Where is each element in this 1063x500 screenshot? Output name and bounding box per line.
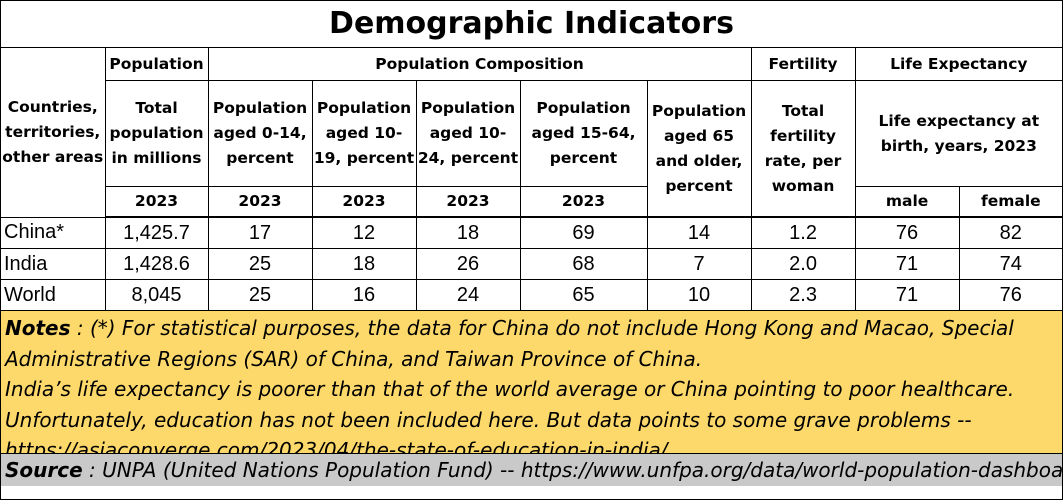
source-label: Source	[5, 458, 83, 482]
table-row: India 1,428.6 25 18 26 68 7 2.0 71 74	[1, 248, 1063, 280]
cell-value: 1.2	[750, 216, 856, 249]
cell-value: 25	[207, 248, 313, 280]
col-aged-65-older: Population aged 65 and older, percent	[646, 80, 752, 218]
group-fertility: Fertility	[750, 48, 856, 81]
notes-line: Unfortunately, education has not been in…	[5, 407, 972, 432]
cell-value: 17	[207, 216, 313, 249]
cell-value: 71	[854, 279, 960, 311]
notes-label: Notes	[5, 316, 71, 340]
cell-value: 1,425.7	[104, 216, 209, 249]
col-aged-10-19: Population aged 10-19, percent	[311, 80, 417, 187]
year-label: 2023	[105, 186, 209, 218]
year-label: 2023	[207, 186, 313, 218]
year-label: 2023	[519, 186, 648, 218]
cell-value: 2.3	[750, 279, 856, 311]
cell-value: 82	[958, 216, 1063, 249]
sex-female: female	[958, 186, 1063, 218]
cell-value: 1,428.6	[104, 248, 209, 280]
cell-value: 14	[646, 216, 752, 249]
notes-line: Notes : (*) For statistical purposes, th…	[5, 313, 1058, 344]
col-aged-10-24: Population aged 10-24, percent	[415, 80, 521, 187]
cell-value: 69	[519, 216, 648, 249]
group-life-expectancy: Life Expectancy	[854, 48, 1063, 81]
year-label: 2023	[415, 186, 521, 218]
group-composition: Population Composition	[207, 48, 752, 81]
cell-value: 71	[854, 248, 960, 280]
cell-value: 7	[646, 248, 752, 280]
cell-value: 18	[415, 216, 521, 249]
cell-value: 74	[958, 248, 1063, 280]
notes-box: Notes : (*) For statistical purposes, th…	[1, 311, 1062, 454]
table-row: China* 1,425.7 17 12 18 69 14 1.2 76 82	[1, 216, 1063, 249]
cell-value: 2.0	[750, 248, 856, 280]
cell-value: 68	[519, 248, 648, 280]
cell-value: 18	[311, 248, 417, 280]
country-name: India	[1, 248, 106, 280]
source-box: Source : UNPA (United Nations Population…	[1, 454, 1062, 486]
cell-value: 8,045	[104, 279, 209, 311]
source-text: : UNPA (United Nations Population Fund) …	[82, 458, 1062, 482]
sex-male: male	[854, 186, 960, 218]
countries-header: Countries, territories, other areas	[1, 48, 106, 218]
table-row: World 8,045 25 16 24 65 10 2.3 71 76	[1, 279, 1063, 311]
cell-value: 76	[854, 216, 960, 249]
cell-value: 24	[415, 279, 521, 311]
group-population: Population	[104, 48, 209, 81]
cell-value: 76	[958, 279, 1063, 311]
cell-value: 12	[311, 216, 417, 249]
cell-value: 10	[646, 279, 752, 311]
cell-value: 25	[207, 279, 313, 311]
notes-line: India’s life expectancy is poorer than t…	[5, 377, 1015, 401]
col-aged-0-14: Population aged 0-14, percent	[207, 80, 313, 187]
col-life-expectancy-birth: Life expectancy at birth, years, 2023	[854, 80, 1063, 187]
notes-text: : (*) For statistical purposes, the data…	[70, 316, 1014, 340]
col-total-population: Total population in millions	[105, 80, 209, 187]
notes-line: Administrative Regions (SAR) of China, a…	[5, 346, 703, 371]
year-label: 2023	[311, 186, 417, 218]
col-aged-65-older-label: Population aged 65 and older, percent	[651, 101, 747, 195]
country-name: China*	[1, 216, 106, 249]
col-fertility-rate-label: Total fertility rate, per woman	[764, 101, 842, 195]
notes-link[interactable]: https://asiaconverge.com/2023/04/the-sta…	[5, 438, 668, 454]
cell-value: 26	[415, 248, 521, 280]
cell-value: 65	[519, 279, 648, 311]
page-title: Demographic Indicators	[1, 1, 1062, 48]
country-name: World	[1, 279, 106, 311]
col-aged-15-64: Population aged 15-64, percent	[519, 80, 648, 187]
demographic-table: Countries, territories, other areas Popu…	[1, 48, 1063, 311]
cell-value: 16	[311, 279, 417, 311]
col-fertility-rate: Total fertility rate, per woman	[750, 80, 856, 218]
